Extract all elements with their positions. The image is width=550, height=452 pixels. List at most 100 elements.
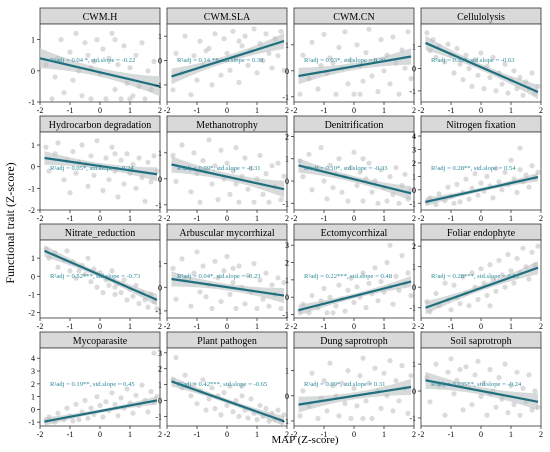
data-point: [348, 57, 354, 64]
data-point: [508, 157, 514, 163]
data-point: [215, 275, 221, 281]
data-point: [73, 30, 79, 36]
data-point: [442, 280, 448, 286]
x-tick-label: 0: [225, 214, 229, 223]
x-tick-label: 2: [285, 430, 289, 439]
data-point: [396, 200, 402, 206]
data-point: [133, 52, 139, 58]
data-point: [399, 47, 405, 53]
data-point: [511, 176, 517, 182]
data-point: [387, 81, 393, 87]
data-point: [327, 162, 333, 168]
data-point: [496, 375, 502, 381]
x-tick-label: 2: [539, 106, 543, 115]
data-point: [460, 274, 466, 280]
y-tick-label: -1: [28, 418, 35, 427]
panel-8: Nitrogen fixation R²adj = 0.28**, std.slo…: [409, 115, 543, 223]
data-point: [463, 176, 469, 182]
data-point: [330, 185, 336, 191]
y-tick-label: 1: [31, 254, 35, 263]
data-point: [526, 184, 532, 190]
panel-title: Dung saprotroph: [320, 336, 388, 347]
y-tick-label: 2: [285, 132, 289, 141]
y-tick-label: 0: [158, 175, 162, 184]
x-tick-label: -1: [448, 322, 455, 331]
data-point: [200, 158, 206, 164]
data-point: [300, 52, 306, 58]
data-point: [130, 410, 136, 416]
data-point: [454, 45, 460, 52]
data-point: [245, 186, 251, 192]
x-tick-label: -1: [194, 430, 201, 439]
regression-line: [44, 156, 158, 176]
y-tick-label: 0: [158, 397, 162, 406]
data-point: [118, 290, 124, 296]
data-point: [194, 77, 200, 83]
data-point: [481, 380, 487, 386]
panel-14: Plant pathogen R²adj = 0.42***, std.slope…: [155, 331, 289, 439]
data-point: [206, 137, 212, 143]
data-point: [245, 62, 251, 68]
data-point: [324, 196, 330, 202]
data-point: [173, 178, 179, 184]
data-point: [393, 273, 399, 279]
data-point: [212, 31, 218, 37]
data-point: [523, 264, 529, 270]
data-point: [133, 282, 139, 288]
x-tick-label: 2: [158, 106, 162, 115]
data-point: [511, 401, 517, 408]
data-point: [197, 289, 203, 295]
x-tick-label: 0: [98, 106, 102, 115]
data-point: [224, 50, 230, 56]
data-point: [375, 89, 381, 95]
data-point: [433, 361, 439, 367]
data-point: [345, 198, 351, 204]
data-point: [297, 158, 303, 164]
stats-annotation: R²adj = 0.14 **, std.slope = 0.38: [177, 57, 264, 64]
data-point: [472, 171, 478, 177]
data-point: [475, 192, 481, 198]
data-point: [115, 194, 121, 200]
panel-title: Methanotrophy: [196, 120, 258, 131]
x-axis-title: MAP (Z-score): [271, 434, 338, 446]
data-point: [360, 156, 366, 162]
y-tick-label: 2: [285, 259, 289, 268]
data-point: [127, 170, 133, 176]
stats-annotation: R²adj = 0.04*, std.slope = -0.23: [177, 273, 261, 280]
data-point: [227, 291, 233, 297]
data-point: [251, 199, 257, 205]
data-point: [278, 305, 284, 312]
stats-annotation: R²adj = 0.19**, std.slope = 0.45: [50, 381, 135, 388]
data-point: [127, 65, 133, 71]
data-point: [133, 185, 139, 191]
data-point: [502, 361, 508, 367]
x-tick-label: 0: [479, 214, 483, 223]
x-tick-label: 2: [158, 214, 162, 223]
data-point: [221, 268, 227, 274]
x-tick-label: -1: [321, 322, 328, 331]
data-point: [433, 290, 439, 296]
y-tick-label: 1: [412, 42, 416, 51]
data-point: [230, 409, 236, 415]
y-tick-label: -2: [28, 309, 35, 318]
data-point: [378, 279, 384, 285]
data-point: [460, 77, 466, 83]
data-point: [351, 91, 357, 97]
x-tick-label: -2: [164, 214, 171, 223]
data-point: [233, 145, 239, 151]
data-point: [517, 74, 523, 81]
data-point: [43, 144, 49, 150]
x-tick-label: 2: [539, 430, 543, 439]
data-point: [151, 299, 157, 305]
data-point: [58, 37, 64, 43]
stats-annotation: R²adj = 0.04 *, std.slope = -0.22: [50, 57, 135, 64]
data-point: [396, 287, 402, 293]
data-point: [345, 368, 351, 374]
x-tick-label: 0: [479, 322, 483, 331]
data-point: [49, 96, 55, 102]
data-point: [390, 34, 396, 40]
data-point: [133, 392, 139, 398]
data-point: [112, 168, 118, 174]
y-tick-label: -1: [28, 98, 35, 107]
